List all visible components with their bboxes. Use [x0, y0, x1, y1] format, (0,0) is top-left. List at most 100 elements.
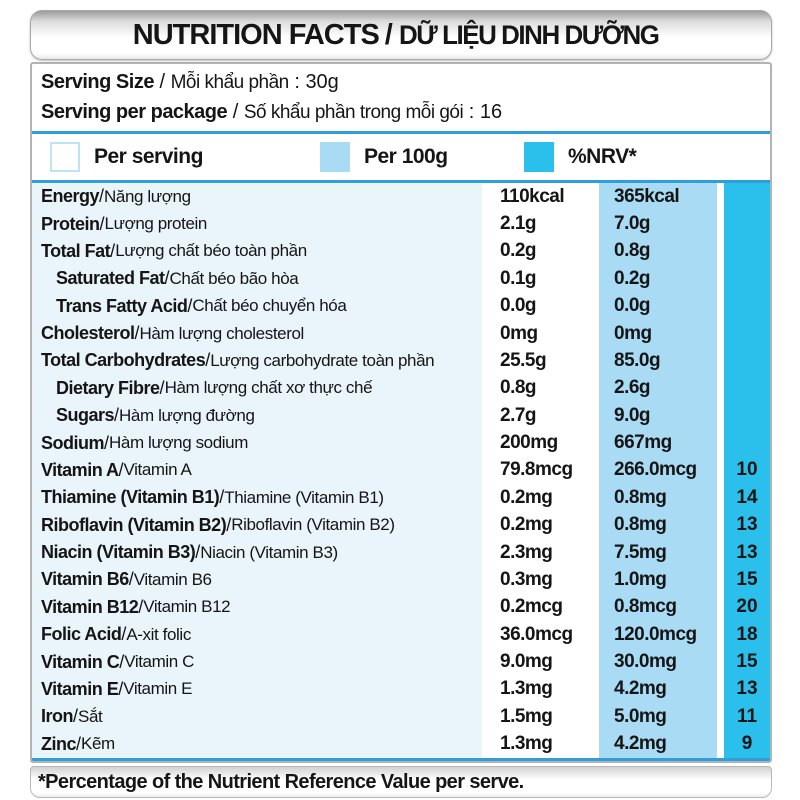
per-serving-value: 1.3mg: [482, 730, 599, 758]
label-separator: /: [99, 213, 105, 234]
nutrient-name-cell: Vitamin B6 / Vitamin B6: [32, 566, 482, 594]
table-row: Cholesterol / Hàm lượng cholesterol 0mg …: [32, 319, 770, 348]
per-serving-value: 1.3mg: [482, 675, 599, 704]
label-separator: /: [99, 186, 105, 207]
per-serving-value: 1.5mg: [482, 703, 599, 731]
column-gap: [717, 730, 724, 758]
nutrient-name-vi: Vitamin B6: [133, 569, 212, 589]
nutrient-name-cell: Vitamin A / Vitamin A: [32, 456, 482, 485]
divider-line: [32, 180, 770, 183]
divider-line: [32, 131, 770, 134]
per-100g-value: 0.2g: [599, 265, 717, 293]
serving-label-vi: Số khẩu phần trong mỗi gói: [243, 102, 464, 123]
nutrient-name-vi: Thiamine (Vitamin B1): [224, 487, 384, 507]
table-row: Vitamin C / Vitamin C 9.0mg 30.0mg 15: [32, 648, 770, 676]
footnote-panel: *Percentage of the Nutrient Reference Va…: [30, 766, 772, 798]
nrv-cyan-swatch-icon: [524, 142, 554, 172]
nrv-percent-value: [724, 183, 770, 211]
nutrient-name-cell: Vitamin C / Vitamin C: [32, 648, 482, 676]
nutrient-name-vi: Vitamin E: [123, 679, 193, 699]
per-serving-value: 25.5g: [482, 347, 599, 375]
per-100g-value: 2.6g: [599, 374, 717, 402]
table-row: Vitamin B12 / Vitamin B12 0.2mcg 0.8mcg …: [32, 593, 770, 621]
per-100g-value: 0.8g: [599, 237, 717, 266]
column-gap: [717, 703, 724, 731]
serving-value: 16: [479, 101, 503, 123]
column-gap: [717, 319, 724, 348]
table-row: Niacin (Vitamin B3) / Niacin (Vitamin B3…: [32, 538, 770, 567]
table-row: Protein / Lượng protein 2.1g 7.0g: [32, 210, 770, 238]
nutrient-name-vi: Lượng carbohydrate toàn phần: [210, 350, 435, 370]
table-row: Saturated Fat / Chất béo bão hòa 0.1g 0.…: [32, 265, 770, 293]
label-separator: /: [187, 295, 193, 316]
serving-line: Serving Size / Mỗi khẩu phần : 30g: [41, 67, 770, 97]
label-separator: /: [159, 377, 165, 398]
column-gap: [717, 429, 724, 457]
nutrient-name-cell: Cholesterol / Hàm lượng cholesterol: [32, 319, 482, 348]
legend-label: %NRV*: [568, 145, 637, 168]
column-gap: [717, 621, 724, 649]
column-gap: [717, 265, 724, 293]
main-panel: Serving Size / Mỗi khẩu phần : 30g Servi…: [30, 62, 772, 763]
serving-separator: /: [153, 71, 171, 93]
nutrient-name-vi: Hàm lượng chất xơ thực chế: [164, 378, 373, 398]
per-100g-value: 0mg: [599, 319, 717, 348]
per-serving-value: 0.2g: [482, 237, 599, 266]
column-gap: [717, 511, 724, 539]
nutrient-name-vi: Chất béo chuyển hóa: [192, 296, 347, 316]
nutrient-name-cell: Protein / Lượng protein: [32, 210, 482, 238]
nrv-percent-value: [724, 292, 770, 320]
nutrient-name-vi: Kẽm: [81, 734, 115, 754]
label-separator: /: [118, 678, 124, 699]
label-separator: /: [73, 706, 79, 727]
nutrient-name-vi: A-xit folic: [126, 624, 191, 644]
nutrient-name-vi: Năng lượng: [104, 186, 191, 206]
nrv-percent-value: [724, 265, 770, 293]
legend-label: Per 100g: [364, 145, 448, 168]
per-100g-value: 85.0g: [599, 347, 717, 375]
serving-value: 30g: [305, 71, 339, 93]
column-gap: [717, 456, 724, 485]
per-serving-white-swatch-icon: [50, 142, 80, 172]
per-100g-value: 365kcal: [599, 183, 717, 211]
nutrient-name-cell: Riboflavin (Vitamin B2) / Riboflavin (Vi…: [32, 511, 482, 539]
nutrient-name-en: Iron: [41, 706, 74, 727]
label-separator: /: [138, 596, 144, 617]
per-serving-value: 0.0g: [482, 292, 599, 320]
nutrient-name-vi: Hàm lượng sodium: [109, 433, 248, 453]
nutrient-name-en: Energy: [41, 186, 100, 207]
serving-separator: /: [227, 101, 244, 123]
nutrient-name-cell: Total Fat / Lượng chất béo toàn phần: [32, 237, 482, 266]
legend-item: %NRV*: [524, 134, 637, 180]
column-gap: [717, 593, 724, 621]
per-serving-value: 0.8g: [482, 374, 599, 402]
per-100g-value: 120.0mcg: [599, 621, 717, 649]
column-gap: [717, 675, 724, 704]
nrv-percent-value: [724, 347, 770, 375]
nrv-percent-value: 13: [724, 675, 770, 704]
nutrient-name-en: Cholesterol: [41, 323, 135, 344]
label-separator: /: [76, 733, 82, 754]
serving-colon: :: [463, 101, 480, 123]
column-gap: [717, 183, 724, 211]
column-gap: [717, 648, 724, 676]
per-serving-value: 79.8mcg: [482, 456, 599, 485]
nutrient-name-cell: Niacin (Vitamin B3) / Niacin (Vitamin B3…: [32, 538, 482, 567]
nutrient-name-vi: Lượng protein: [104, 214, 208, 234]
table-row: Vitamin E / Vitamin E 1.3mg 4.2mg 13: [32, 675, 770, 704]
label-separator: /: [128, 569, 134, 590]
per-serving-value: 0.2mcg: [482, 593, 599, 621]
nutrient-name-cell: Total Carbohydrates / Lượng carbohydrate…: [32, 347, 482, 375]
label-separator: /: [104, 432, 110, 453]
legend-label: Per serving: [94, 145, 203, 168]
per-serving-value: 2.7g: [482, 402, 599, 430]
nrv-percent-value: 20: [724, 593, 770, 621]
label-separator: /: [134, 323, 140, 344]
per-100g-value: 0.8mg: [599, 484, 717, 512]
table-row: Sugars / Hàm lượng đường 2.7g 9.0g: [32, 402, 770, 430]
nutrient-name-vi: Lượng chất béo toàn phần: [115, 241, 307, 261]
per-serving-value: 200mg: [482, 429, 599, 457]
nutrient-name-cell: Trans Fatty Acid / Chất béo chuyển hóa: [32, 292, 482, 320]
legend-item: Per 100g: [320, 134, 448, 180]
